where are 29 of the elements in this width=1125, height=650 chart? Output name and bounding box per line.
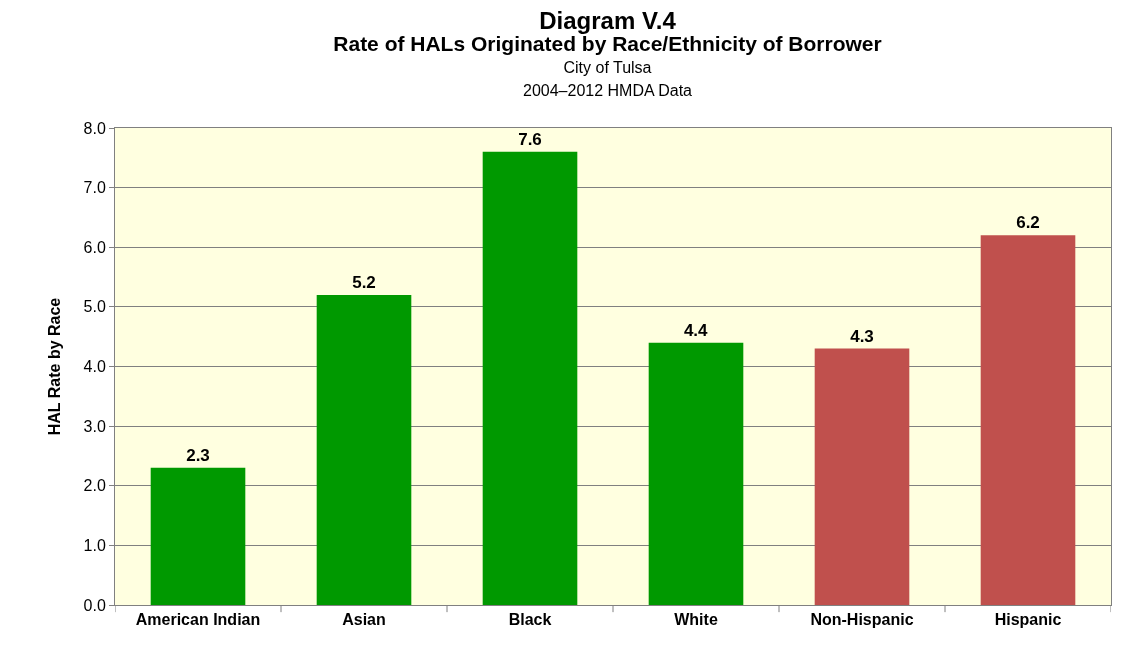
bar: [648, 342, 744, 605]
y-tick-label: 7.0: [83, 179, 106, 197]
x-tick-label: Non-Hispanic: [810, 611, 914, 629]
y-tick-label: 3.0: [83, 417, 106, 435]
bar: [316, 294, 412, 605]
y-tick-label: 5.0: [83, 298, 106, 316]
bar: [814, 348, 910, 605]
bar: [980, 235, 1076, 605]
data-label: 6.2: [1016, 213, 1040, 233]
x-tick-label: Asian: [342, 611, 386, 629]
y-tick-label: 8.0: [83, 119, 106, 137]
chart-title: Diagram V.4: [539, 7, 677, 35]
x-tick-label: Black: [508, 611, 552, 629]
x-tick-label: Hispanic: [994, 611, 1062, 629]
data-label: 4.4: [683, 320, 709, 340]
y-axis-title: HAL Rate by Race: [46, 297, 64, 436]
y-tick-label: 0.0: [83, 596, 106, 614]
y-tick-label: 1.0: [83, 536, 106, 554]
data-label: 7.6: [518, 129, 542, 149]
y-tick-label: 4.0: [83, 358, 106, 376]
x-tick-label: American Indian: [135, 611, 261, 629]
bar: [150, 467, 246, 605]
y-tick-label: 6.0: [83, 238, 106, 256]
y-tick-label: 2.0: [83, 477, 106, 495]
data-label: 2.3: [186, 445, 210, 465]
x-tick-label: White: [674, 611, 718, 629]
bar: [482, 151, 578, 605]
data-label: 4.3: [850, 326, 874, 346]
data-label: 5.2: [352, 272, 376, 292]
